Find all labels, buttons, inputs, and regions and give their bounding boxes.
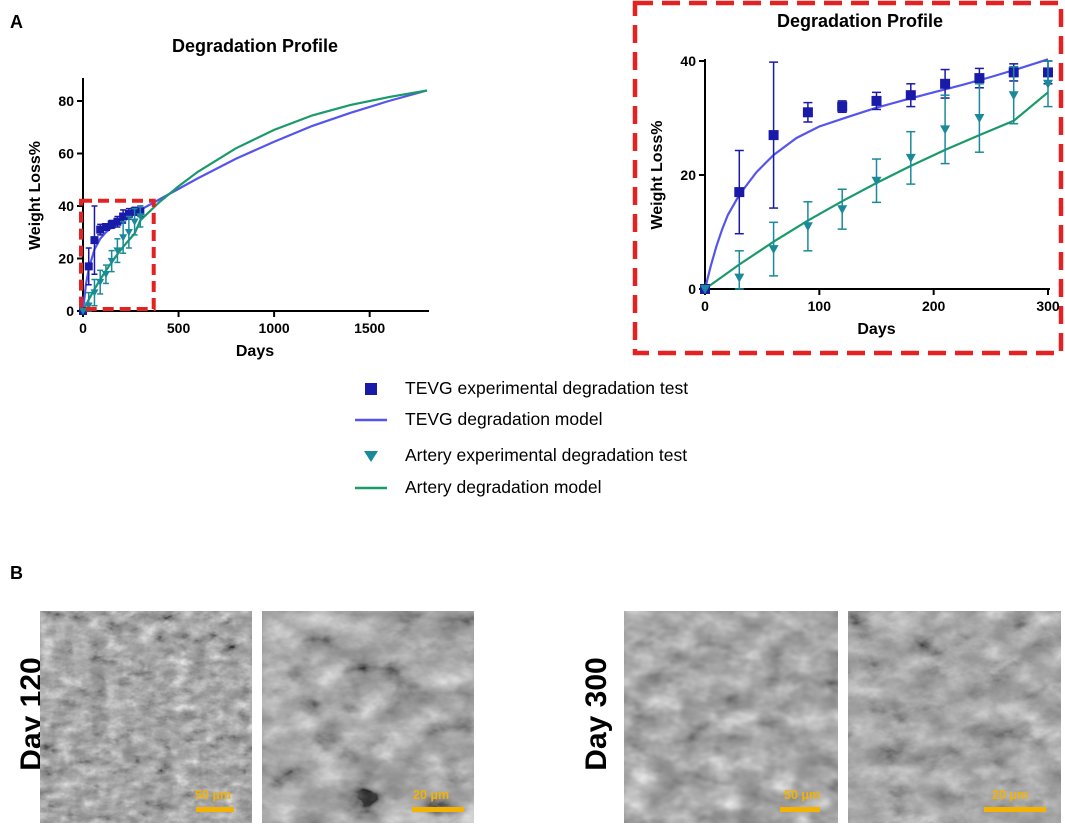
x-tick-label: 300	[1036, 298, 1060, 314]
x-tick-label: 1000	[259, 320, 290, 336]
x-tick-label: 500	[167, 320, 191, 336]
scale-bar	[412, 807, 464, 812]
scale-label: 50 μm	[195, 788, 232, 802]
data-point	[90, 289, 99, 297]
sem-texture	[262, 611, 474, 823]
sem-texture	[624, 611, 838, 823]
data-point	[119, 234, 128, 242]
legend-label: TEVG experimental degradation test	[405, 378, 689, 398]
scale-bar	[984, 807, 1046, 812]
data-point	[113, 217, 122, 226]
data-point	[96, 225, 105, 234]
data-point	[734, 187, 745, 198]
y-tick-label: 60	[58, 146, 74, 162]
y-tick-label: 0	[66, 303, 74, 319]
scale-bar	[196, 807, 234, 812]
x-tick-label: 200	[922, 298, 946, 314]
sem-day120-low-mag: 50 μm	[40, 611, 252, 823]
sem-day120-high-mag: 20 μm	[262, 611, 474, 823]
x-axis-label: Days	[857, 321, 895, 338]
data-point	[974, 73, 985, 84]
data-point	[871, 95, 882, 106]
data-point	[837, 205, 848, 215]
data-point	[768, 245, 779, 255]
data-point	[136, 213, 145, 221]
scale-label: 20 μm	[992, 788, 1029, 802]
y-axis-label: Weight Loss%	[27, 141, 44, 250]
chart-title: Degradation Profile	[172, 36, 338, 56]
data-point	[837, 101, 848, 112]
data-point	[734, 273, 745, 283]
data-point	[119, 212, 128, 221]
data-point	[84, 302, 93, 310]
data-point	[905, 153, 916, 163]
sem-day300-low-mag: 50 μm	[624, 611, 838, 823]
data-point	[124, 209, 133, 218]
data-point	[940, 125, 951, 135]
square-marker-icon	[365, 383, 377, 395]
data-point	[974, 114, 985, 123]
data-point	[802, 107, 813, 118]
data-point	[700, 285, 710, 294]
data-point	[871, 176, 882, 186]
y-tick-label: 40	[680, 53, 696, 69]
chart-title: Degradation Profile	[777, 11, 943, 31]
sem-day300-high-mag: 20 μm	[848, 611, 1061, 823]
x-tick-label: 0	[79, 320, 87, 336]
y-tick-label: 40	[58, 198, 74, 214]
x-axis-label: Days	[236, 343, 274, 360]
data-point	[113, 247, 122, 255]
y-tick-label: 20	[58, 251, 74, 267]
y-tick-label: 80	[58, 93, 74, 109]
y-tick-label: 20	[680, 167, 696, 183]
data-point	[768, 130, 779, 141]
data-point	[101, 271, 110, 279]
panel-label-a: A	[10, 12, 23, 32]
data-point	[101, 223, 110, 231]
x-tick-label: 1500	[354, 320, 385, 336]
data-point	[79, 307, 87, 315]
data-point	[905, 90, 916, 101]
scale-bar	[780, 807, 820, 812]
data-point	[84, 262, 93, 271]
legend-label: TEVG degradation model	[405, 409, 603, 429]
scale-label: 20 μm	[413, 788, 450, 802]
data-point	[107, 220, 116, 229]
data-point	[124, 229, 133, 237]
panel-label-b: B	[10, 563, 23, 583]
data-point	[1008, 91, 1019, 101]
scale-label: 50 μm	[784, 788, 821, 802]
main-degradation-chart: 0 500 1000 1500 0 20 40 60 80 Degradation Profile…	[27, 36, 429, 360]
legend-label: Artery degradation model	[405, 477, 602, 497]
data-point	[130, 218, 139, 226]
legend-label: Artery experimental degradation test	[405, 445, 688, 465]
triangle-marker-icon	[364, 451, 378, 462]
x-tick-label: 0	[701, 298, 709, 314]
data-point	[802, 222, 813, 232]
zoom-frame	[632, 0, 1064, 356]
x-tick-label: 100	[808, 298, 832, 314]
data-point	[96, 278, 105, 287]
data-point	[107, 257, 116, 266]
blue-line-icon	[355, 418, 387, 422]
sem-texture	[40, 611, 252, 823]
day-300-label: Day 300	[580, 657, 613, 771]
y-axis-label: Weight Loss%	[649, 120, 666, 229]
data-point	[1043, 79, 1053, 89]
series-line	[703, 58, 1049, 290]
green-line-icon	[355, 486, 387, 490]
zoom-region-box	[79, 198, 156, 311]
data-point	[940, 78, 951, 89]
sem-texture	[848, 611, 1061, 823]
zoomed-degradation-chart: 0 100 200 300 0 20 40 Degradation Profile Days We…	[632, 0, 1064, 356]
data-point	[90, 236, 99, 245]
y-tick-label: 0	[688, 281, 696, 297]
